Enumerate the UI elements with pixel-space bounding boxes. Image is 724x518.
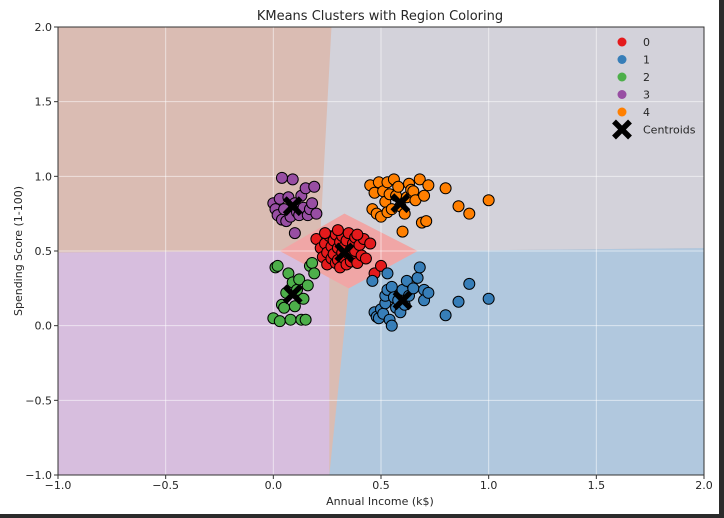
data-point: [375, 259, 387, 272]
y-tick-label: 1.0: [35, 170, 53, 183]
data-point: [422, 179, 435, 192]
data-point: [413, 261, 426, 274]
data-point: [286, 173, 299, 186]
centroid-stroke: [390, 193, 411, 214]
data-point: [308, 180, 321, 193]
centroid-stroke: [282, 284, 303, 305]
data-point: [452, 200, 465, 213]
data-point: [299, 313, 312, 326]
data-point: [439, 309, 452, 322]
region-cluster-3: [58, 251, 330, 475]
x-tick-label: 0.0: [265, 479, 283, 492]
data-point: [308, 267, 321, 280]
data-point: [482, 292, 495, 305]
data-point: [422, 286, 435, 299]
legend-marker-centroids: [612, 119, 632, 140]
axis-ticks: −1.0−1.0 −0.5 −0.5 0.0 0.0 0.5 0.5 1.0 1.0 1.5 1.5…: [25, 21, 712, 492]
plot-area: [57, 26, 705, 476]
data-point: [351, 228, 364, 241]
y-tick-label: 2.0: [35, 21, 53, 34]
data-point: [301, 279, 314, 292]
data-point: [381, 267, 394, 280]
legend-marker-4: [617, 107, 627, 117]
data-point: [385, 319, 398, 332]
data-point: [463, 277, 476, 290]
region-cluster-1: [329, 248, 704, 475]
x-tick-label: 1.5: [588, 479, 606, 492]
y-axis-label: Spending Score (1-100): [12, 186, 25, 316]
data-point: [310, 207, 323, 220]
legend-label-3: 3: [643, 89, 650, 102]
data-point: [400, 274, 413, 287]
centroid-marker: [392, 290, 413, 311]
legend-marker-1: [617, 55, 627, 64]
data-point: [396, 225, 409, 238]
data-point: [452, 295, 465, 308]
y-tick-label: −1.0: [25, 469, 52, 482]
centroid-stroke: [612, 119, 632, 140]
data-point: [275, 171, 288, 184]
legend-label-2: 2: [643, 71, 650, 84]
y-tick-label: 1.5: [35, 96, 53, 109]
legend-label-4: 4: [643, 106, 650, 119]
legend-label-1: 1: [643, 54, 650, 67]
legend-marker-0: [617, 37, 627, 47]
legend-label-0: 0: [643, 36, 650, 49]
data-point: [385, 280, 398, 293]
legend-marker-3: [617, 90, 627, 99]
chart-title: KMeans Clusters with Region Coloring: [257, 9, 503, 24]
legend-label-centroids: Centroids: [643, 124, 696, 137]
data-point: [284, 313, 297, 326]
centroid-stroke: [392, 290, 413, 311]
x-tick-label: 1.0: [480, 479, 498, 492]
data-point: [418, 189, 431, 202]
data-point: [366, 274, 379, 287]
centroid-marker: [390, 193, 411, 214]
y-tick-label: 0.0: [35, 320, 53, 333]
x-tick-label: −0.5: [152, 479, 179, 492]
data-point: [306, 256, 319, 269]
data-point: [411, 271, 424, 284]
data-point: [271, 259, 284, 272]
legend-marker-2: [617, 72, 627, 82]
data-point: [482, 194, 495, 207]
data-point: [413, 173, 426, 186]
data-point: [331, 224, 344, 237]
data-point: [359, 252, 372, 265]
y-tick-label: 0.5: [35, 245, 53, 258]
data-point: [273, 315, 286, 328]
data-point: [319, 227, 332, 240]
data-point: [364, 237, 377, 250]
data-point: [463, 207, 476, 220]
centroid-marker: [282, 284, 303, 305]
x-tick-label: −1.0: [45, 479, 72, 492]
x-tick-label: 0.5: [372, 479, 390, 492]
centroid-stroke: [282, 196, 303, 217]
x-tick-label: 2.0: [695, 479, 713, 492]
data-point: [288, 300, 301, 313]
data-point: [306, 197, 319, 210]
centroid-marker: [334, 242, 355, 263]
data-point: [278, 301, 291, 314]
x-axis-label: Annual Income (k$): [326, 495, 434, 508]
centroid-stroke: [334, 242, 355, 263]
data-point: [420, 215, 433, 228]
centroid-marker: [282, 196, 303, 217]
data-point: [392, 180, 405, 193]
data-point: [288, 227, 301, 240]
data-point: [439, 182, 452, 195]
y-tick-label: −0.5: [25, 394, 52, 407]
legend: 0 1 2 3 4 Centroids: [612, 36, 696, 140]
